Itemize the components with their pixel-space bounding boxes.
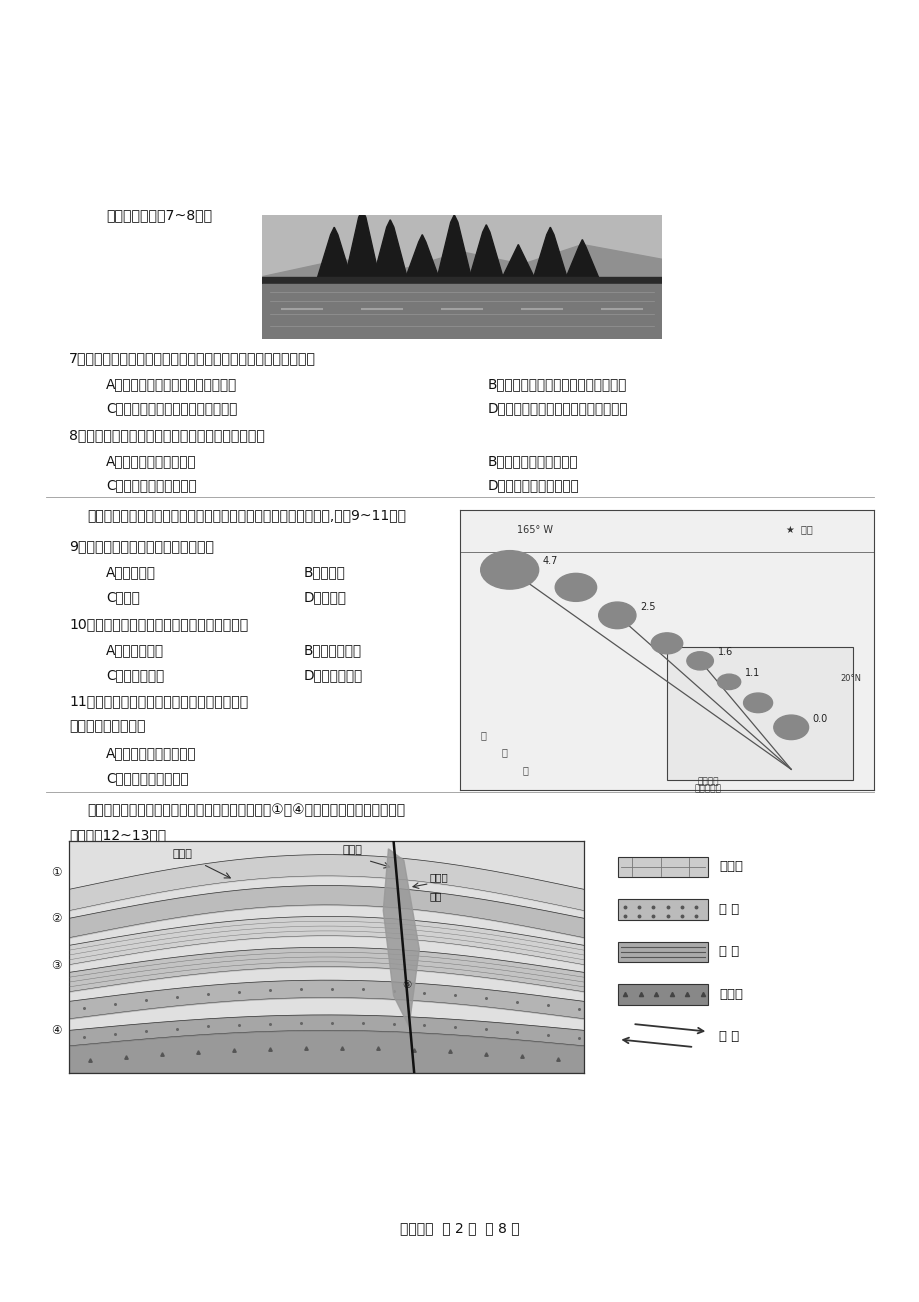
Text: D．东北向西南: D．东北向西南 <box>303 668 362 682</box>
Ellipse shape <box>717 674 740 690</box>
Bar <box>618 900 708 919</box>
Text: 丙侵入: 丙侵入 <box>429 872 448 881</box>
Text: 石灰岩: 石灰岩 <box>719 861 743 874</box>
Text: 岩脉: 岩脉 <box>429 891 442 901</box>
Text: D．石灰岩、球状风化地貌、风力作用: D．石灰岩、球状风化地貌、风力作用 <box>487 401 628 415</box>
Text: D．地形复杂，风力显著: D．地形复杂，风力显著 <box>487 478 579 492</box>
Polygon shape <box>563 240 600 281</box>
Bar <box>666 647 853 780</box>
Ellipse shape <box>480 551 539 589</box>
Ellipse shape <box>686 652 712 671</box>
Text: 20°N: 20°N <box>840 674 861 682</box>
Text: 1.6: 1.6 <box>717 647 732 658</box>
Text: 砂 岩: 砂 岩 <box>719 902 739 915</box>
Text: C．西南向东北: C．西南向东北 <box>106 668 164 682</box>
Text: （百万年）: （百万年） <box>694 784 721 793</box>
Text: 4.7: 4.7 <box>542 556 558 566</box>
Text: 11．按照板块运动方向，判断与夏威夷所在板: 11．按照板块运动方向，判断与夏威夷所在板 <box>69 694 248 708</box>
Bar <box>618 857 708 878</box>
Text: 甲褶皱: 甲褶皱 <box>172 849 192 858</box>
Ellipse shape <box>743 693 772 712</box>
Text: 平: 平 <box>501 747 506 758</box>
Text: C．板块边缘，岩浆活动: C．板块边缘，岩浆活动 <box>106 478 197 492</box>
Text: 平均年龄: 平均年龄 <box>697 777 719 786</box>
Text: D．太阳岛: D．太阳岛 <box>303 590 346 604</box>
Polygon shape <box>262 215 662 276</box>
Text: B．大堡礁: B．大堡礁 <box>303 565 346 579</box>
Text: 太: 太 <box>481 730 486 740</box>
Text: 165° W: 165° W <box>516 525 552 535</box>
Bar <box>618 984 708 1005</box>
Polygon shape <box>316 228 352 281</box>
Text: ①: ① <box>51 866 62 879</box>
Ellipse shape <box>555 573 596 602</box>
Text: 1.1: 1.1 <box>744 668 759 678</box>
Text: A．马来群岛: A．马来群岛 <box>106 565 155 579</box>
Polygon shape <box>262 245 662 276</box>
Text: 读下图，回答第7~8题。: 读下图，回答第7~8题。 <box>106 208 211 223</box>
Text: 下图表示为某处地层未曾倒置的地质剖面图，其中①至④代表所在地层的成岩作用。: 下图表示为某处地层未曾倒置的地质剖面图，其中①至④代表所在地层的成岩作用。 <box>87 803 405 818</box>
Text: 8．这类地貌的形成与下列哪种自然条件有密切关系: 8．这类地貌的形成与下列哪种自然条件有密切关系 <box>69 428 265 443</box>
Ellipse shape <box>773 715 808 740</box>
Text: 9．下列岛屿与夏威夷岛成因相同的是: 9．下列岛屿与夏威夷岛成因相同的是 <box>69 539 214 553</box>
Text: 下图为夏威夷群岛部分岛屿岩石年龄及东北太平洋海区位置示意图,回答9~11题。: 下图为夏威夷群岛部分岛屿岩石年龄及东北太平洋海区位置示意图,回答9~11题。 <box>87 508 406 522</box>
Polygon shape <box>468 225 504 281</box>
Text: B．花岗岩、流水堆积地貌、流水作用: B．花岗岩、流水堆积地貌、流水作用 <box>487 378 626 392</box>
Text: 2.5: 2.5 <box>640 602 655 612</box>
Text: 页 岩: 页 岩 <box>719 945 739 958</box>
Polygon shape <box>403 234 440 281</box>
Text: 块碰撞挤压的板块是: 块碰撞挤压的板块是 <box>69 719 145 733</box>
Text: 洋: 洋 <box>522 764 528 775</box>
Text: A．南亚次大陆所在板块: A．南亚次大陆所在板块 <box>106 746 197 760</box>
Text: B．美洲大陆所在板块: B．美洲大陆所在板块 <box>487 746 570 760</box>
Polygon shape <box>262 276 662 289</box>
Polygon shape <box>372 220 408 281</box>
Polygon shape <box>500 245 536 281</box>
Ellipse shape <box>651 633 682 654</box>
Text: B．地处高原，土层薄弱: B．地处高原，土层薄弱 <box>487 454 578 469</box>
Ellipse shape <box>598 602 635 629</box>
Text: 据此回答12~13题。: 据此回答12~13题。 <box>69 828 166 842</box>
Polygon shape <box>383 849 419 1026</box>
Text: ★  火山: ★ 火山 <box>785 525 812 535</box>
Polygon shape <box>436 215 471 281</box>
Text: C．中南半岛所在板块: C．中南半岛所在板块 <box>106 771 188 785</box>
Text: A．东南向西北: A．东南向西北 <box>106 643 164 658</box>
Text: A．石灰岩、喀斯特地貌、流水作用: A．石灰岩、喀斯特地貌、流水作用 <box>106 378 237 392</box>
Text: ④: ④ <box>51 1025 62 1038</box>
Bar <box>618 941 708 962</box>
Text: D．非洲所在板块: D．非洲所在板块 <box>487 771 554 785</box>
Text: ⑤: ⑤ <box>402 980 411 990</box>
Text: 7．与图示地区山体岩石、地貌类型及其形成的外力作用对应的是: 7．与图示地区山体岩石、地貌类型及其形成的外力作用对应的是 <box>69 352 315 366</box>
Text: C．大理岩、喀斯特地貌、风力作用: C．大理岩、喀斯特地貌、风力作用 <box>106 401 237 415</box>
Text: 侵入岩: 侵入岩 <box>719 988 743 1001</box>
Text: C．冰岛: C．冰岛 <box>106 590 140 604</box>
Polygon shape <box>262 284 662 339</box>
Polygon shape <box>344 210 380 281</box>
Polygon shape <box>532 228 568 281</box>
Text: A．纬度较低，水热丰富: A．纬度较低，水热丰富 <box>106 454 197 469</box>
Text: B．西北向东南: B．西北向东南 <box>303 643 361 658</box>
Text: 10．据图可知该群岛所在地区板块运动方向是: 10．据图可知该群岛所在地区板块运动方向是 <box>69 617 248 631</box>
Text: 0.0: 0.0 <box>811 713 827 724</box>
Text: 乙断层: 乙断层 <box>342 845 362 854</box>
Text: 断 层: 断 层 <box>719 1030 739 1043</box>
Text: 高二地理  第 2 页  共 8 页: 高二地理 第 2 页 共 8 页 <box>400 1221 519 1236</box>
Text: ③: ③ <box>51 958 62 971</box>
Text: ②: ② <box>51 913 62 926</box>
